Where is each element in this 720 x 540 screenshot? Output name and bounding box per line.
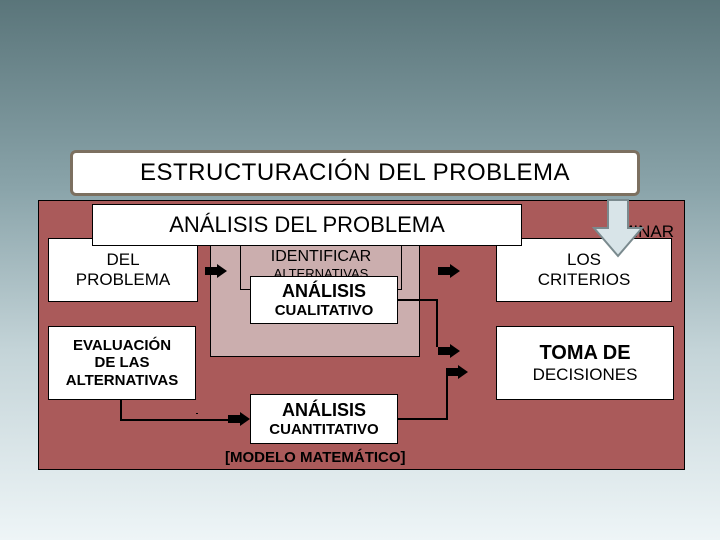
line: ANÁLISIS bbox=[282, 400, 366, 421]
box-evaluacion: EVALUACIÓN DE LAS ALTERNATIVAS bbox=[48, 326, 196, 400]
connector bbox=[120, 419, 230, 421]
arrow-right-icon bbox=[438, 264, 460, 278]
line: ANÁLISIS bbox=[282, 281, 366, 302]
arrow-right-icon bbox=[205, 264, 227, 278]
line: CUALITATIVO bbox=[275, 302, 374, 319]
connector bbox=[398, 299, 438, 301]
overlay-header-text: ANÁLISIS DEL PROBLEMA bbox=[169, 212, 445, 238]
box-analisis-cualitativo: ANÁLISIS CUALITATIVO bbox=[250, 276, 398, 324]
line: CUANTITATIVO bbox=[269, 421, 378, 438]
title-text: ESTRUCTURACIÓN DEL PROBLEMA bbox=[140, 159, 570, 187]
connector bbox=[446, 372, 448, 420]
line: DEL bbox=[106, 250, 139, 270]
box-analisis-cuantitativo: ANÁLISIS CUANTITATIVO bbox=[250, 394, 398, 444]
overlay-header: ANÁLISIS DEL PROBLEMA bbox=[92, 204, 522, 246]
box-del-problema: DEL PROBLEMA bbox=[48, 238, 198, 302]
line: IDENTIFICAR bbox=[271, 248, 371, 266]
line: DE LAS bbox=[94, 354, 149, 371]
line: DECISIONES bbox=[533, 365, 638, 385]
title-box: ESTRUCTURACIÓN DEL PROBLEMA bbox=[70, 150, 640, 196]
arrow-right-icon bbox=[438, 344, 460, 358]
model-label: [MODELO MATEMÁTICO] bbox=[225, 449, 406, 466]
connector bbox=[436, 299, 438, 347]
box-los-criterios: LOS CRITERIOS bbox=[496, 238, 672, 302]
line: TOMA DE bbox=[539, 342, 630, 365]
line: PROBLEMA bbox=[76, 270, 170, 290]
down-arrow-icon bbox=[592, 198, 644, 258]
arrow-right-icon bbox=[228, 412, 250, 426]
line: CRITERIOS bbox=[538, 270, 631, 290]
arrow-right-icon bbox=[446, 365, 468, 379]
connector bbox=[398, 418, 448, 420]
box-toma-decisiones: TOMA DE DECISIONES bbox=[496, 326, 674, 400]
line: ALTERNATIVAS bbox=[66, 372, 179, 389]
connector bbox=[120, 400, 122, 420]
line: EVALUACIÓN bbox=[73, 337, 171, 354]
